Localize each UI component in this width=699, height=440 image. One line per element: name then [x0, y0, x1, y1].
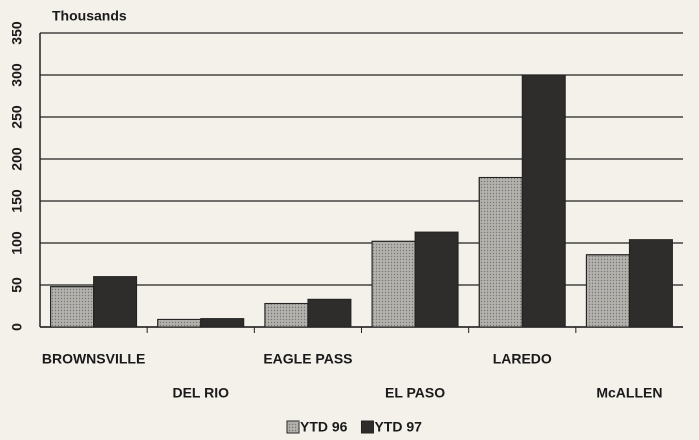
bar-hatch — [157, 318, 202, 328]
legend-hatch — [287, 421, 299, 433]
y-tick-label: 0 — [9, 323, 25, 331]
bar — [200, 318, 245, 328]
bar-hatch — [50, 286, 95, 328]
bar — [628, 239, 673, 328]
bar — [414, 231, 459, 328]
bar — [93, 276, 138, 328]
bar-hatch — [478, 176, 523, 328]
x-tick-label: EL PASO — [385, 385, 445, 401]
bar — [521, 74, 566, 328]
y-tick-label: 50 — [9, 277, 25, 293]
bar-hatch — [585, 254, 630, 328]
legend-label: YTD 96 — [300, 419, 348, 435]
x-tick-label: LAREDO — [493, 351, 552, 367]
x-tick-label: DEL RIO — [172, 385, 229, 401]
y-tick-label: 200 — [9, 147, 25, 171]
legend-swatch — [360, 420, 374, 434]
y-tick-label: 250 — [9, 105, 25, 129]
y-axis-label: Thousands — [52, 8, 127, 24]
y-tick-label: 300 — [9, 63, 25, 87]
y-tick-label: 350 — [9, 21, 25, 45]
bar — [307, 298, 352, 328]
x-tick-label: McALLEN — [596, 385, 662, 401]
legend-label: YTD 97 — [374, 419, 422, 435]
x-tick-label: BROWNSVILLE — [42, 351, 145, 367]
y-tick-label: 100 — [9, 231, 25, 255]
bar-hatch — [371, 240, 416, 328]
y-tick-label: 150 — [9, 189, 25, 213]
x-tick-label: EAGLE PASS — [263, 351, 352, 367]
bar-hatch — [264, 302, 309, 328]
